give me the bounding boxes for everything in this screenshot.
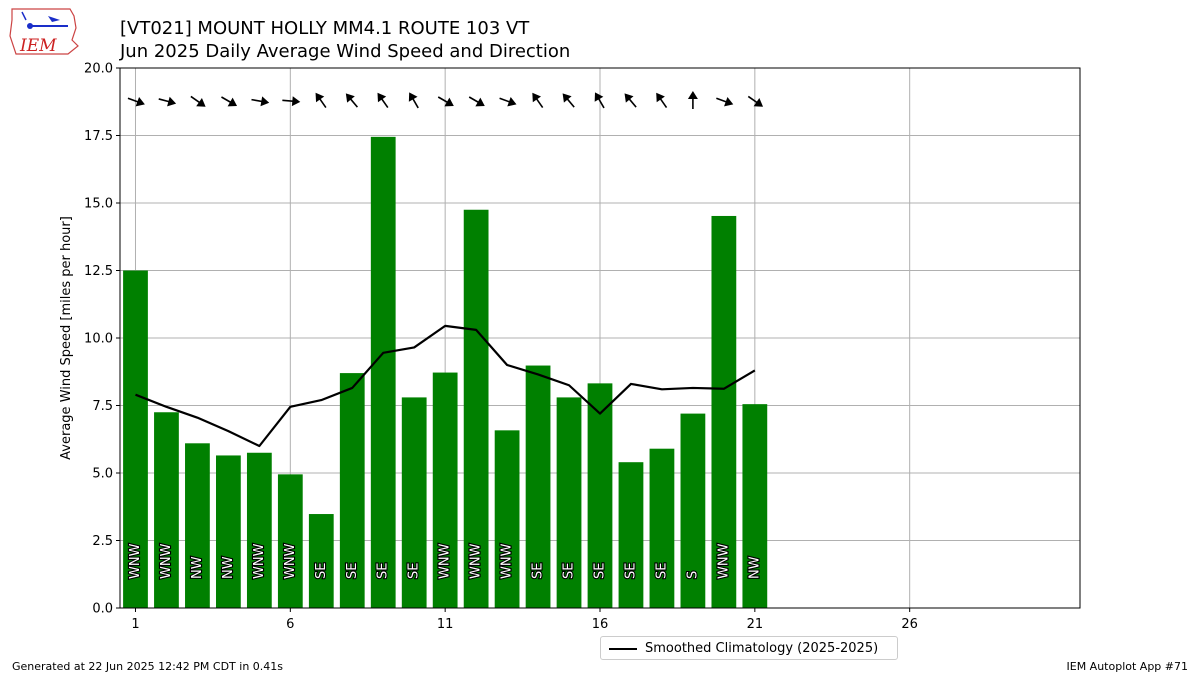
x-tick-label: 21 [747, 617, 764, 632]
generated-timestamp: Generated at 22 Jun 2025 12:42 PM CDT in… [12, 660, 284, 673]
direction-label: NW [190, 556, 205, 579]
direction-labels-layer: WNW WNW NW NW WNW WNW SE SE SE SE WNW WNW WNW SE SE SE S… [127, 542, 764, 580]
direction-label: SE [623, 563, 638, 579]
x-tick-label: 6 [286, 617, 294, 632]
legend-label: Smoothed Climatology (2025-2025) [645, 641, 879, 656]
wind-direction-arrow [377, 92, 389, 109]
wind-speed-bar [277, 474, 303, 608]
iem-state-logo-icon: IEM [9, 8, 79, 56]
y-tick-label: 15.0 [84, 197, 113, 212]
wind-speed-bar [154, 412, 179, 608]
direction-label: SE [562, 563, 577, 579]
x-tick-label: 11 [437, 617, 454, 632]
wind-speed-bar [432, 372, 458, 608]
wind-speed-bar [742, 404, 768, 608]
direction-label: NW [747, 556, 762, 579]
wind-speed-bar [308, 514, 334, 608]
wind-speed-bar [587, 383, 613, 608]
wind-direction-arrow [594, 92, 605, 109]
wind-speed-bar [649, 448, 675, 608]
wind-speed-bar [556, 397, 582, 608]
x-tick-label: 26 [901, 617, 918, 632]
wind-direction-arrow [221, 96, 238, 107]
wind-direction-arrow [282, 96, 301, 107]
wind-direction-arrow [251, 96, 270, 107]
direction-label: SE [407, 563, 422, 579]
bars-layer [123, 136, 768, 608]
direction-label: WNW [469, 543, 484, 579]
climatology-layer [135, 324, 756, 448]
wind-direction-arrow [468, 96, 485, 107]
y-tick-label: 5.0 [92, 467, 113, 482]
wind-speed-bar [494, 430, 520, 608]
wind-speed-bar [525, 365, 551, 608]
wind-direction-arrow [747, 95, 764, 107]
wind-speed-bar [401, 397, 427, 608]
direction-label: SE [593, 563, 608, 579]
wind-direction-arrow [656, 92, 668, 109]
wind-direction-arrow [315, 92, 327, 109]
direction-label: SE [314, 563, 329, 579]
app-credit: IEM Autoplot App #71 [1066, 660, 1189, 673]
direction-label: WNW [716, 543, 731, 579]
y-tick-label: 20.0 [84, 62, 113, 77]
direction-label: WNW [128, 543, 143, 579]
direction-label: WNW [500, 543, 515, 579]
arrows-layer [127, 91, 764, 109]
x-tick-label: 16 [592, 617, 609, 632]
wind-direction-arrow [532, 92, 544, 109]
y-tick-label: 0.0 [92, 602, 113, 617]
direction-label: SE [531, 563, 546, 579]
y-tick-label: 7.5 [92, 399, 113, 414]
x-tick-label: 1 [131, 617, 139, 632]
wind-speed-bar [123, 270, 148, 608]
wind-speed-bar [185, 443, 210, 608]
wind-speed-bar [339, 373, 365, 608]
climatology-line [135, 324, 756, 448]
wind-direction-arrow [127, 96, 145, 107]
direction-label: NW [221, 556, 236, 579]
legend-line-swatch [609, 648, 637, 650]
direction-label: WNW [438, 543, 453, 579]
wind-speed-bar [463, 209, 489, 608]
y-tick-label: 17.5 [84, 129, 113, 144]
iem-logo-text: IEM [19, 36, 57, 56]
direction-label: SE [654, 563, 669, 579]
wind-direction-arrow [190, 95, 206, 107]
wind-direction-arrow [345, 93, 359, 108]
wind-direction-arrow [716, 96, 734, 107]
wind-speed-bar [711, 215, 737, 608]
chart-subtitle: Jun 2025 Daily Average Wind Speed and Di… [120, 41, 571, 62]
direction-label: WNW [283, 543, 298, 579]
y-tick-label: 12.5 [84, 264, 113, 279]
y-tick-label: 10.0 [84, 332, 113, 347]
wind-direction-arrow [499, 96, 517, 107]
wind-direction-arrow [687, 91, 698, 109]
wind-speed-bar [216, 455, 241, 608]
direction-label: S [685, 571, 700, 579]
chart-title: [VT021] MOUNT HOLLY MM4.1 ROUTE 103 VT [120, 18, 530, 39]
iem-logo: IEM [8, 6, 80, 58]
wind-speed-bar [246, 452, 272, 608]
legend: Smoothed Climatology (2025-2025) [600, 636, 898, 660]
y-tick-label: 2.5 [92, 534, 113, 549]
wind-speed-bar [680, 413, 706, 608]
wind-speed-bar [370, 136, 396, 608]
direction-label: SE [376, 563, 391, 579]
wind-direction-arrow [437, 96, 454, 107]
wind-direction-arrow [624, 93, 637, 108]
ticks-layer: 0.02.55.07.510.012.515.017.520.01 6 11 16 21… [84, 62, 918, 633]
y-axis-label: Average Wind Speed [miles per hour] [59, 216, 74, 460]
direction-label: WNW [159, 543, 174, 579]
wind-direction-arrow [408, 92, 419, 109]
wind-direction-arrow [158, 96, 177, 107]
direction-label: WNW [252, 543, 267, 579]
wind-direction-arrow [562, 93, 575, 108]
direction-label: SE [345, 563, 360, 579]
wind-speed-bar [618, 462, 644, 608]
